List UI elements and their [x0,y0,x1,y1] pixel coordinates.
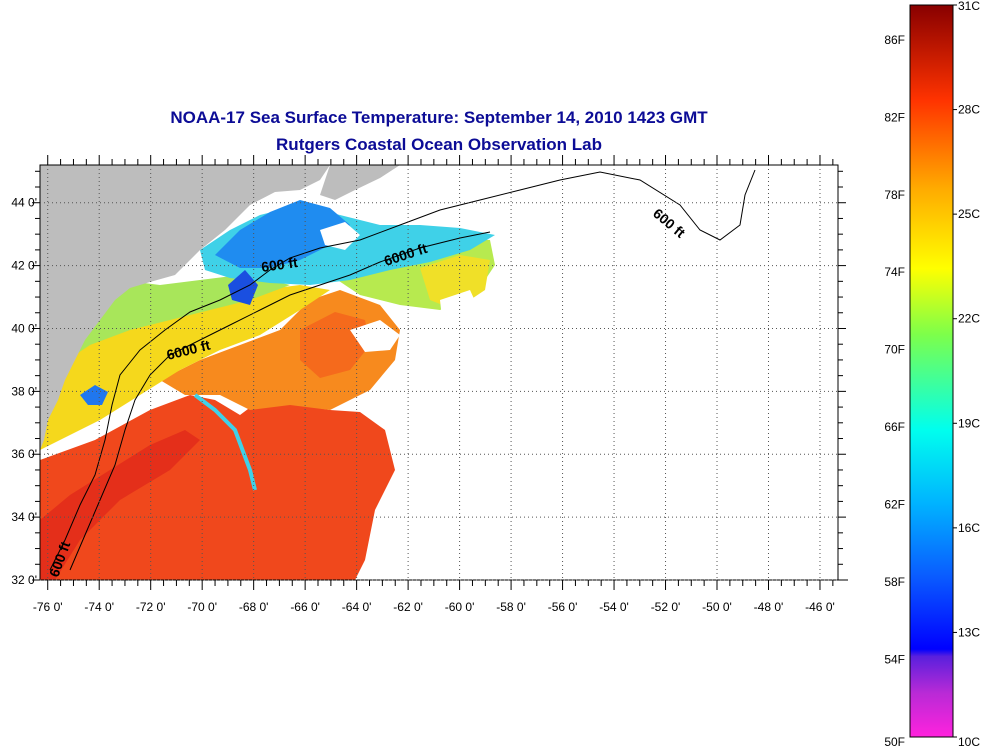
lat-label: 38 0' [11,384,37,398]
land-mass [40,165,330,450]
fahrenheit-label: 78F [884,188,905,202]
map-title: NOAA-17 Sea Surface Temperature: Septemb… [170,108,708,127]
sst-blue-region [215,200,350,268]
graticule [40,165,838,581]
lon-label: -62 0' [393,600,423,614]
contour-label: 600 ft [260,254,299,275]
latitude-labels: 44 0' 42 0' 40 0' 38 0' 36 0' 34 0' 32 0… [11,196,37,587]
sst-blue-coastal [80,385,108,405]
lon-label: -52 0' [651,600,681,614]
gulf-stream-edge [193,393,257,491]
lon-label: -58 0' [496,600,526,614]
lon-label: -60 0' [445,600,475,614]
lon-label: -74 0' [84,600,114,614]
map-panel [40,165,838,580]
lat-label: 34 0' [11,510,37,524]
fahrenheit-label: 86F [884,33,905,47]
colorbar-celsius-labels: 31C 28C 25C 22C 19C 16C 13C 10C [953,0,980,749]
fahrenheit-label: 74F [884,265,905,279]
colorbar-fahrenheit-labels: 86F 82F 78F 74F 70F 66F 62F 58F 54F 50F [884,33,905,749]
celsius-label: 31C [958,0,980,13]
fahrenheit-label: 58F [884,575,905,589]
axis-ticks [32,155,846,590]
contour-6000ft [69,231,491,571]
lon-label: -46 0' [805,600,835,614]
celsius-label: 10C [958,735,980,749]
fahrenheit-label: 62F [884,498,905,512]
fahrenheit-label: 82F [884,110,905,124]
lon-label: -56 0' [548,600,578,614]
lon-label: -70 0' [187,600,217,614]
lat-label: 36 0' [11,447,37,461]
lon-label: -76 0' [33,600,63,614]
colorbar [909,4,954,738]
lon-label: -50 0' [702,600,732,614]
sst-deep-red-core [40,430,200,580]
celsius-label: 25C [958,207,980,221]
celsius-label: 13C [958,625,980,639]
sst-deep-blue-patch [228,270,258,305]
lat-label: 44 0' [11,196,37,210]
land-nova-scotia [320,165,400,200]
lon-label: -64 0' [342,600,372,614]
lon-label: -48 0' [754,600,784,614]
lon-label: -68 0' [239,600,269,614]
sst-warm-region [40,395,395,580]
celsius-label: 22C [958,312,980,326]
fahrenheit-label: 50F [884,735,905,749]
lon-label: -54 0' [599,600,629,614]
celsius-label: 19C [958,416,980,430]
map-subtitle: Rutgers Coastal Ocean Observation Lab [276,135,602,154]
longitude-labels: -76 0' -74 0' -72 0' -70 0' -68 0' -66 0… [33,600,835,614]
fahrenheit-label: 54F [884,653,905,667]
lon-label: -66 0' [290,600,320,614]
cloud-patch [440,290,480,325]
celsius-label: 28C [958,103,980,117]
cloud-patch [350,320,400,352]
lon-label: -72 0' [136,600,166,614]
lat-label: 42 0' [11,259,37,273]
lat-label: 32 0' [11,573,37,587]
lat-label: 40 0' [11,321,37,335]
fahrenheit-label: 70F [884,343,905,357]
cloud-patch [320,222,360,250]
fahrenheit-label: 66F [884,420,905,434]
celsius-label: 16C [958,521,980,535]
contour-600ft-coast [49,169,756,571]
